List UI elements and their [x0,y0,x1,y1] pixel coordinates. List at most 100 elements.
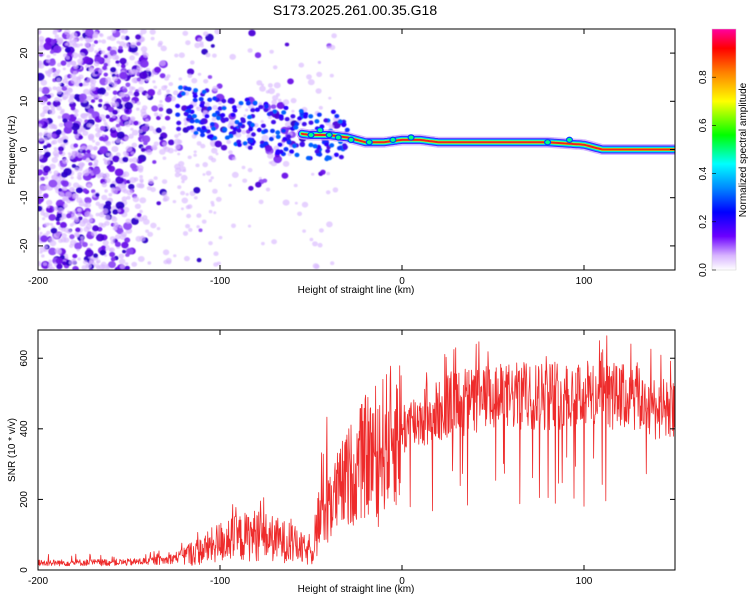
spectrogram-point [57,137,64,144]
spectrogram-xlabel: Height of straight line (km) [298,285,415,296]
spectrogram-point [52,52,57,56]
spectrogram-point [123,42,130,49]
spectrogram-point [82,56,91,64]
spectrogram-point [221,105,227,111]
spectrogram-point [101,182,108,188]
spectrogram-point [40,235,48,243]
spectrogram-point [193,187,201,194]
spectrogram-point [139,178,144,183]
spectrogram-point [271,99,278,105]
spectrogram-point [62,67,66,71]
spectrogram-point [182,231,189,236]
spectrogram-point [56,105,62,111]
spectrogram-point [119,57,127,65]
spectrogram-point [267,115,272,120]
spectrogram-point [245,101,251,106]
spectrogram-point [128,158,134,163]
spectrogram-point [46,59,51,63]
spectrogram-point [180,190,186,196]
spectrogram-point [130,217,139,225]
spectrogram-point [64,90,69,95]
spectrogram-point [196,106,202,112]
spectrogram-point [38,72,45,81]
spectrogram-point [70,106,76,111]
spectrogram-point [58,150,63,155]
spectrogram-point [150,222,157,229]
spectrogram-point [78,135,83,140]
spectrogram-point [113,222,119,228]
spectrogram-point [124,237,131,243]
spectrogram-point [40,164,45,169]
spectrogram-point [237,142,242,147]
spectrogram-point [317,152,323,157]
spectrogram-point [196,213,202,218]
spectrogram-point [104,220,110,226]
spectrogram-point [174,134,179,139]
spectrogram-point [111,114,116,119]
spectrogram-point [74,166,80,172]
spectrogram-point [99,249,107,256]
spectrogram-point [57,115,62,119]
spectrogram-point [205,33,214,42]
spectrogram-point [85,223,93,230]
spectrogram-point [38,205,43,212]
spectrogram-point [228,183,232,187]
spectrogram-point [301,121,307,127]
spectrogram-point [43,193,49,199]
spectrogram-point [325,148,331,154]
spectrogram-point [93,40,99,44]
spectrogram-point [58,146,64,152]
spectrogram-point [175,103,181,109]
spectrogram-point [120,141,124,145]
colorbar-tick-label: 0.6 [698,118,709,132]
spectrogram-point [283,105,289,111]
spectrogram-point [110,67,117,73]
spectrogram-point [194,118,200,124]
spectrogram-point [59,217,64,221]
spectrogram-point [302,229,306,233]
spectrogram-point [317,242,323,248]
spectrogram-point [137,86,145,93]
spectrogram-point [342,145,348,150]
snr-xtick-label: -100 [210,576,230,587]
spectrogram-point [202,162,208,168]
spectrogram-point [196,141,202,146]
spectrogram-point [38,30,41,36]
spectrogram-hotspot [389,136,397,144]
spectrogram-point [125,93,129,98]
spectrogram-point [268,87,275,95]
spectrogram-point [189,119,195,124]
spectrogram-point [220,117,226,122]
spectrogram-point [158,40,164,46]
spectrogram-point [254,107,260,112]
snr-ytick-label: 200 [19,491,30,508]
spectrogram-point [98,48,102,51]
spectrogram-point [38,260,42,267]
spectrogram-point [39,251,43,254]
spectrogram-point [153,176,158,181]
spectrogram-point [121,241,129,249]
spectrogram-point [115,118,121,123]
spectrogram-point [158,89,162,92]
spectrogram-point [122,151,128,156]
spectrogram-point [112,109,118,115]
spectrogram-point [48,247,57,256]
spectrogram-point [71,52,79,59]
spectrogram-point [288,144,293,148]
spectrogram-point [231,171,239,178]
spectrogram-point [55,29,60,32]
spectrogram-point [67,152,71,156]
spectrogram-point [73,129,79,135]
spectrogram-point [298,62,305,68]
spectrogram-point [270,128,275,134]
spectrogram-point [145,229,150,233]
spectrogram-point [38,169,44,175]
spectrogram-point [63,126,73,134]
spectrogram-point [111,146,119,153]
spectrogram-point [142,51,147,56]
spectrogram-point [271,239,277,245]
spectrogram-point [259,143,265,148]
spectrogram-point [218,101,222,105]
spectrogram-ytick-label: -10 [19,190,30,205]
spectrogram-point [117,48,124,54]
